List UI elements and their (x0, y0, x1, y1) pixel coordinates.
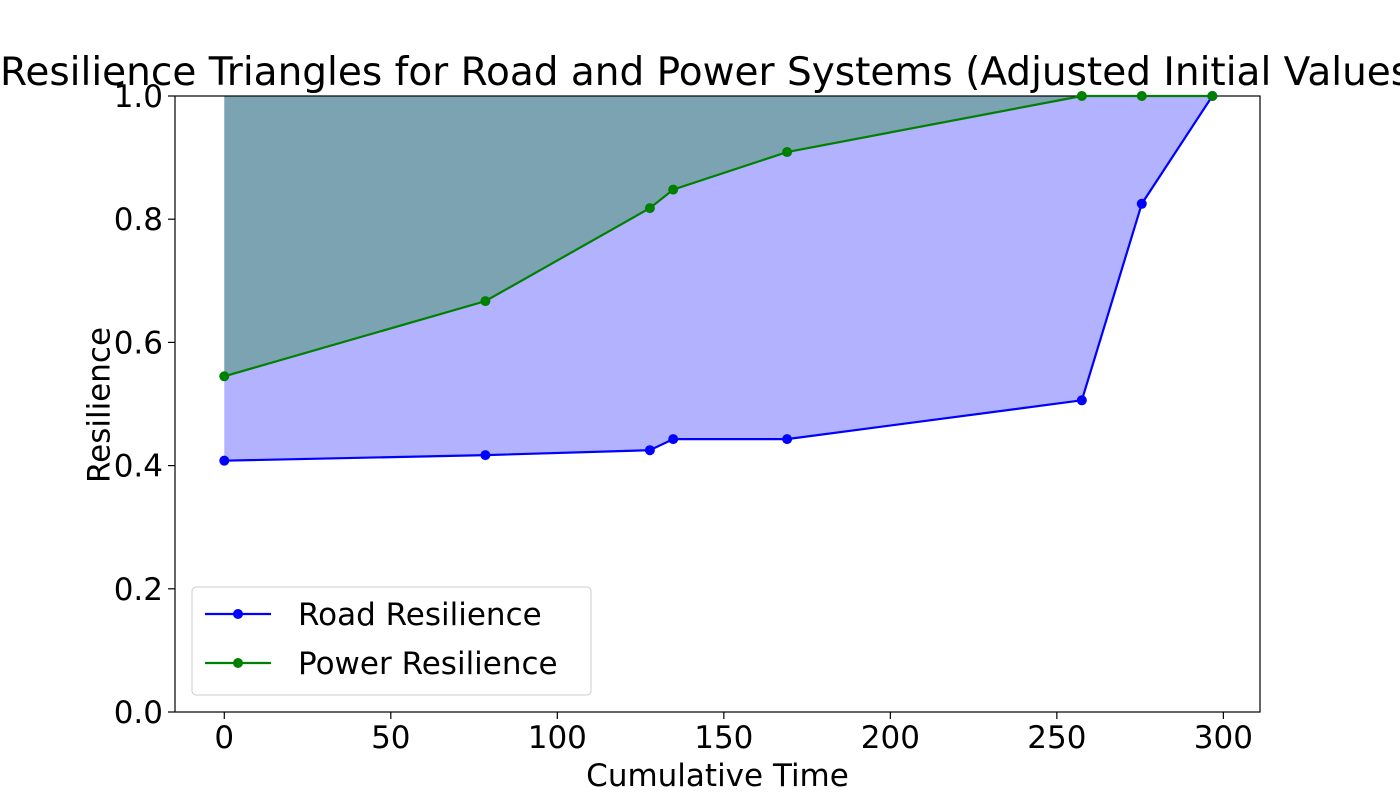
y-tick-label-1: 0.2 (114, 572, 163, 608)
legend: Road Resilience Power Resilience (191, 586, 592, 696)
series-layer (219, 91, 1218, 466)
data-point-1-2 (644, 203, 655, 214)
legend-label-1: Power Resilience (298, 646, 558, 682)
data-point-1-3 (668, 184, 679, 195)
x-axis-label: Cumulative Time (586, 758, 849, 794)
data-point-0-2 (644, 445, 655, 456)
data-point-1-0 (219, 371, 230, 382)
data-point-0-3 (668, 434, 679, 445)
series-line-1 (223, 94, 1213, 378)
data-point-0-1 (480, 450, 491, 461)
x-tick-label-5: 250 (1027, 720, 1086, 756)
x-axis-ticks: 0 50 100 150 200 250 300 (214, 712, 1253, 756)
series-1 (219, 91, 1218, 382)
data-point-0-5 (1076, 395, 1087, 406)
series-line-0 (224, 95, 1214, 462)
y-axis-ticks: 0.0 0.2 0.4 0.6 0.8 1.0 (114, 79, 175, 731)
x-tick-label-1: 50 (371, 720, 410, 756)
y-tick-label-0: 0.0 (114, 695, 163, 731)
fill-areas (224, 96, 1213, 461)
data-point-0-0 (219, 455, 230, 466)
legend-marker-1 (233, 658, 243, 668)
x-tick-label-3: 150 (694, 720, 753, 756)
x-tick-label-0: 0 (214, 720, 234, 756)
legend-label-0: Road Resilience (298, 597, 542, 633)
y-tick-label-2: 0.4 (114, 449, 163, 485)
data-point-1-1 (480, 296, 491, 307)
chart-title: Resilience Triangles for Road and Power … (0, 50, 1400, 95)
fill-area-1 (224, 96, 1213, 377)
data-point-1-5 (1076, 91, 1087, 101)
legend-box (191, 586, 592, 696)
y-tick-label-5: 1.0 (114, 79, 163, 115)
data-point-1-4 (782, 147, 793, 158)
x-tick-label-6: 300 (1194, 720, 1253, 756)
series-0 (219, 91, 1218, 466)
legend-marker-0 (233, 609, 243, 619)
x-tick-label-2: 100 (528, 720, 587, 756)
data-point-0-4 (782, 434, 793, 445)
data-point-0-6 (1136, 198, 1147, 209)
data-point-1-7 (1207, 91, 1218, 101)
y-axis-label: Resilience (82, 327, 118, 483)
x-tick-label-4: 200 (861, 720, 920, 756)
y-tick-label-4: 0.8 (114, 202, 163, 238)
plot-frame (174, 95, 1261, 713)
y-tick-label-3: 0.6 (114, 325, 163, 361)
fill-area-0 (224, 96, 1213, 461)
data-point-1-6 (1136, 91, 1147, 101)
